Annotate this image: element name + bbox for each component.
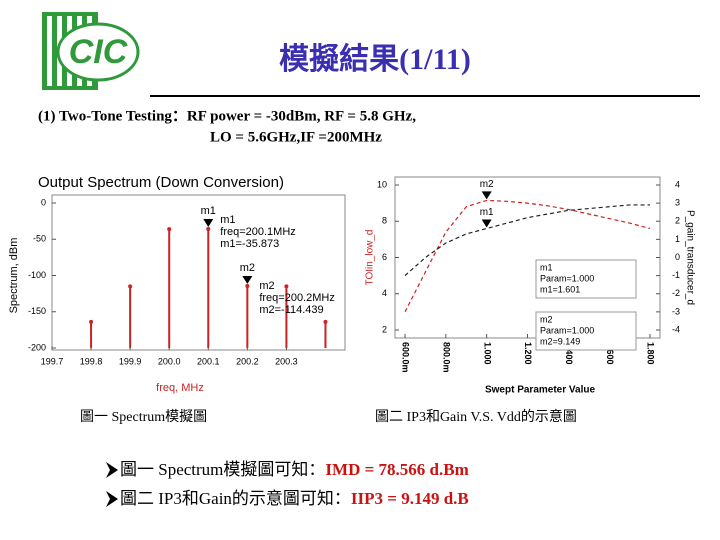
x-tick-label: 600.0m	[401, 342, 411, 373]
bullet-arrow	[106, 462, 118, 478]
line-tip	[245, 283, 250, 288]
subtitle-line: (1) Two-Tone Testing：RF power = -30dBm, …	[38, 108, 416, 124]
line-tip	[284, 284, 289, 289]
spectral-line	[324, 321, 327, 348]
plot-frame	[51, 194, 346, 351]
x-tick-label: 800.0m	[441, 342, 451, 373]
x-tick-label: 200.0	[158, 356, 181, 366]
logo-ring	[56, 22, 140, 82]
y2-tick-label: 3	[675, 198, 680, 208]
x-axis-label: Swept Parameter Value	[485, 385, 595, 396]
subtitle-line: LO = 5.6GHz,IF =200MHz	[210, 129, 382, 145]
spectral-line	[207, 229, 210, 348]
marker-readout: m2	[540, 314, 553, 324]
y-tick-label: -200	[28, 342, 46, 352]
x-tick-label: 200.3	[275, 356, 298, 366]
x-tick-label: 199.9	[119, 356, 142, 366]
bullet-text: 圖一 Spectrum模擬圖可知：IMD = 78.566 d.Bm	[120, 460, 469, 479]
y-tick-label: -150	[28, 306, 46, 316]
marker-name: m1	[201, 205, 216, 217]
y2-tick-label: 0	[675, 252, 680, 262]
caption: 圖一 Spectrum模擬圖	[80, 409, 207, 425]
line-tip	[323, 319, 328, 324]
spectral-line	[285, 286, 288, 348]
logo: CIC	[42, 12, 140, 90]
series-line	[404, 204, 650, 277]
marker-readout: m1=1.601	[540, 284, 580, 294]
bullet-body: 圖二 IP3和Gain的示意圖可知：	[120, 489, 351, 508]
y2-tick-label: -2	[672, 288, 680, 298]
line-tip	[128, 284, 133, 289]
x-tick-label: 1.200	[523, 342, 533, 365]
y-axis-label: Spectrum, dBm	[8, 238, 20, 314]
marker-box	[535, 311, 637, 351]
marker-readout: freq=200.2MHz	[259, 292, 335, 304]
chart-title: Output Spectrum (Down Conversion)	[38, 174, 284, 191]
y-tick-label: 2	[382, 324, 387, 334]
caption: 圖二 IP3和Gain V.S. Vdd的示意圖	[375, 408, 577, 425]
y2-tick-label: 1	[675, 234, 680, 244]
bullet-result: IIP3 = 9.149 d.B	[351, 489, 469, 508]
bullet-arrow	[106, 491, 118, 507]
x-tick-label: 199.7	[41, 356, 64, 366]
spectral-line	[129, 286, 132, 348]
y2-tick-label: 4	[675, 179, 680, 189]
marker-readout: m1=-35.873	[220, 238, 279, 250]
marker-name: m2	[480, 179, 494, 190]
line-tip	[89, 319, 94, 324]
marker-name: m1	[480, 207, 494, 218]
line-tip	[206, 227, 211, 232]
marker-readout: m2	[259, 280, 274, 292]
slide-title: 模擬結果(1/11)	[279, 42, 471, 76]
series-line	[404, 199, 651, 313]
y2-tick-label: -4	[672, 324, 680, 334]
x-axis-label: freq, MHz	[156, 382, 204, 394]
marker-triangle	[242, 275, 253, 284]
marker-readout: freq=200.1MHz	[220, 226, 296, 238]
spectral-line	[90, 321, 93, 348]
y2-tick-label: -3	[672, 306, 680, 316]
y2-tick-label: -1	[672, 270, 680, 280]
marker-readout: m1	[220, 214, 235, 226]
x-tick-label: 1.600	[605, 342, 615, 365]
y2-axis-label: P_gain_transducer_d	[684, 210, 695, 305]
y-tick-label: 4	[382, 288, 387, 298]
spectral-line	[246, 285, 249, 348]
logo-text: CIC	[69, 33, 128, 71]
marker-triangle	[481, 219, 492, 228]
x-tick-label: 1.400	[564, 342, 574, 365]
y-tick-label: 10	[377, 179, 387, 189]
x-tick-label: 199.8	[80, 356, 103, 366]
y-tick-label: -100	[28, 270, 46, 280]
marker-readout: m1	[540, 262, 553, 272]
spectral-line	[168, 229, 171, 348]
x-tick-label: 200.2	[236, 356, 259, 366]
marker-box	[535, 259, 637, 299]
marker-triangle	[203, 219, 214, 228]
marker-readout: m2=-114.439	[259, 304, 323, 316]
bullet-text: 圖二 IP3和Gain的示意圖可知：IIP3 = 9.149 d.B	[120, 489, 469, 508]
x-tick-label: 1.000	[482, 342, 492, 365]
marker-readout: m2=9.149	[540, 336, 580, 346]
y-tick-label: 6	[382, 252, 387, 262]
marker-name: m2	[240, 262, 255, 274]
marker-readout: Param=1.000	[540, 325, 594, 335]
y-tick-label: 8	[382, 216, 387, 226]
marker-triangle	[481, 191, 492, 200]
y2-tick-label: 2	[675, 216, 680, 226]
bullet-body: 圖一 Spectrum模擬圖可知：	[120, 460, 325, 479]
y-tick-label: -50	[33, 234, 46, 244]
y-axis-label: TOIin_low_d	[365, 230, 376, 286]
line-tip	[167, 227, 172, 232]
marker-readout: Param=1.000	[540, 273, 594, 283]
bullet-result: IMD = 78.566 d.Bm	[325, 460, 468, 479]
x-tick-label: 1.800	[646, 342, 656, 365]
y-tick-label: 0	[41, 197, 46, 207]
x-tick-label: 200.1	[197, 356, 220, 366]
